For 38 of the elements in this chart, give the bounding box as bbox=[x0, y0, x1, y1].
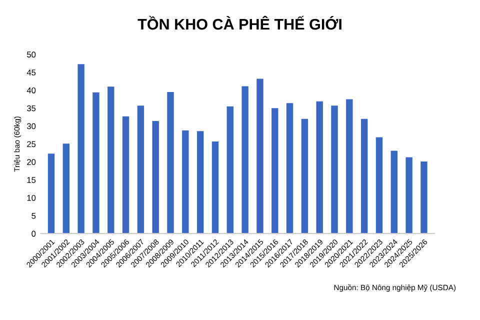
bar bbox=[346, 99, 353, 234]
bar bbox=[167, 92, 174, 234]
bar bbox=[406, 157, 412, 234]
bar bbox=[122, 116, 130, 234]
bar bbox=[390, 150, 398, 234]
y-tick-label: 20 bbox=[27, 159, 36, 166]
bar bbox=[48, 154, 55, 234]
bar bbox=[420, 162, 428, 234]
bar bbox=[92, 92, 100, 234]
y-tick-label: 15 bbox=[27, 177, 36, 183]
y-tick-label: 0 bbox=[32, 230, 36, 237]
bar bbox=[376, 137, 383, 234]
bar bbox=[331, 106, 338, 234]
y-tick-label: 25 bbox=[27, 141, 36, 148]
bar bbox=[212, 141, 219, 234]
bar bbox=[196, 131, 204, 234]
bar bbox=[152, 121, 159, 234]
bar bbox=[182, 130, 189, 234]
bar bbox=[108, 86, 114, 234]
y-tick-label: 50 bbox=[27, 52, 36, 58]
y-tick-label: 5 bbox=[32, 212, 36, 219]
bar bbox=[301, 118, 308, 234]
bar bbox=[78, 64, 84, 234]
bar bbox=[226, 106, 234, 234]
y-tick-label: 40 bbox=[26, 87, 36, 94]
bar bbox=[242, 86, 248, 234]
bar bbox=[272, 108, 278, 234]
bar bbox=[137, 106, 144, 234]
bar bbox=[286, 103, 294, 234]
y-tick-label: 30 bbox=[26, 123, 36, 130]
y-tick-label: 45 bbox=[26, 70, 36, 76]
chart-title: TỒN KHO CÀ PHÊ THẾ GIỚI bbox=[138, 16, 342, 30]
bar bbox=[316, 101, 323, 234]
bar bbox=[62, 144, 70, 234]
y-tick-label: 35 bbox=[26, 105, 36, 112]
y-tick-label: 10 bbox=[27, 194, 36, 201]
bar bbox=[360, 118, 368, 234]
bar bbox=[256, 78, 264, 234]
